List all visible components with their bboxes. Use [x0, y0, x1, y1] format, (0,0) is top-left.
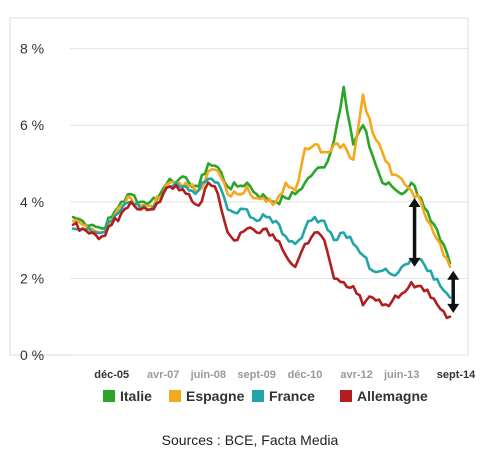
x-tick-label: avr-12 [340, 369, 372, 381]
legend-label-france: France [269, 388, 315, 404]
x-tick-label: sept-09 [237, 369, 276, 381]
series-line-italie [71, 85, 452, 265]
legend-swatch-italie [103, 390, 115, 402]
source-caption: Sources : BCE, Facta Media [161, 432, 339, 448]
y-tick-label: 2 % [20, 270, 44, 286]
y-tick-label: 4 % [20, 194, 44, 210]
x-tick-label: juin-13 [383, 369, 419, 381]
legend-label-espagne: Espagne [186, 388, 245, 404]
legend-label-allemagne: Allemagne [357, 388, 428, 404]
x-tick-label: déc-10 [288, 369, 323, 381]
legend-swatch-allemagne [340, 390, 352, 402]
x-tick-label: déc-05 [94, 369, 129, 381]
y-tick-label: 8 % [20, 41, 44, 57]
legend-label-italie: Italie [120, 388, 152, 404]
annotation-arrow-head [408, 197, 421, 207]
legend-swatch-espagne [169, 390, 181, 402]
x-tick-label: avr-07 [147, 369, 179, 381]
series-line-allemagne [71, 181, 452, 320]
legend-swatch-france [252, 390, 264, 402]
series-line-espagne [71, 93, 452, 269]
y-tick-label: 6 % [20, 117, 44, 133]
y-tick-label: 0 % [20, 347, 44, 363]
annotation-arrow-head [408, 257, 421, 267]
annotation-arrow-head [447, 303, 460, 313]
x-tick-label: sept-14 [437, 369, 476, 381]
x-tick-label: juin-08 [190, 369, 226, 381]
annotation-arrow-head [447, 270, 460, 280]
series-line-france [71, 177, 452, 299]
